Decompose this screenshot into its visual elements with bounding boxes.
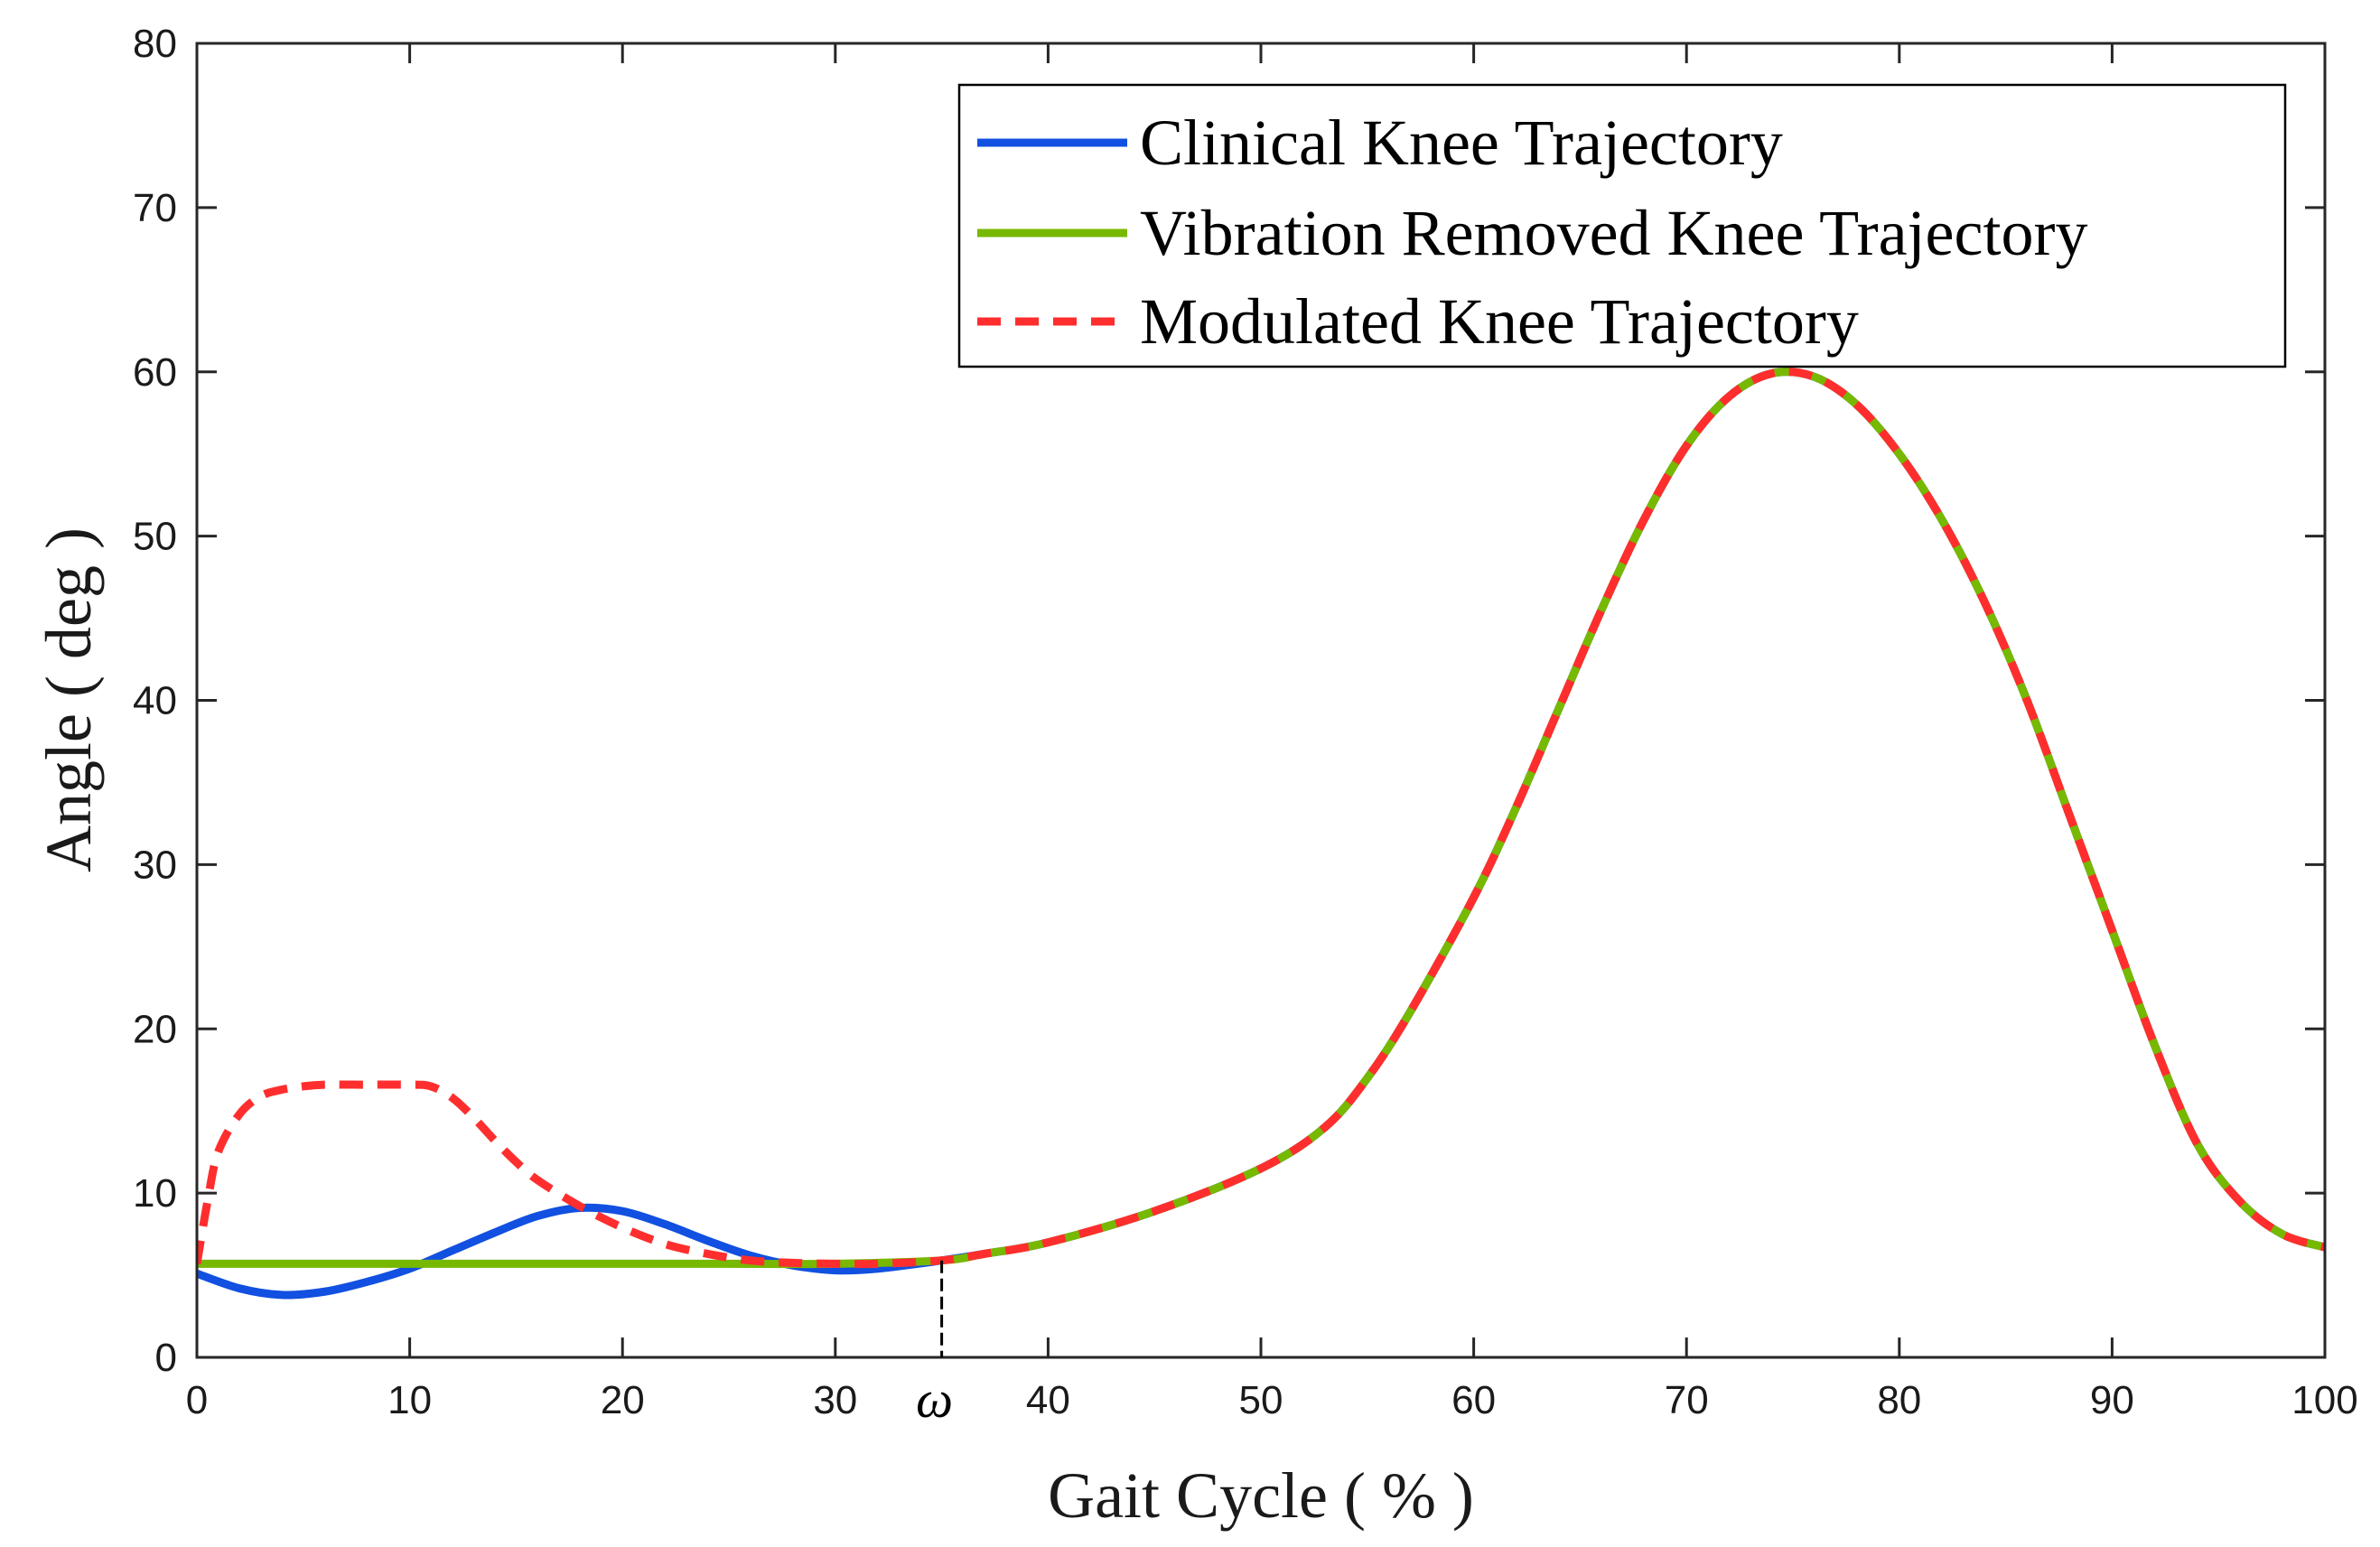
y-tick-label: 60 xyxy=(133,350,177,395)
y-tick-label: 0 xyxy=(155,1336,177,1380)
legend-label-3: Modulated Knee Trajectory xyxy=(1140,285,1859,358)
x-tick-label: 100 xyxy=(2291,1378,2357,1422)
y-ticks: 0 10 20 30 40 50 60 70 80 xyxy=(133,22,2325,1380)
y-tick-label: 70 xyxy=(133,186,177,230)
omega-annotation: ω xyxy=(916,1260,953,1429)
legend-label-1: Clinical Knee Trajectory xyxy=(1140,107,1783,179)
series-layer xyxy=(197,368,2325,1300)
legend: Clinical Knee Trajectory Vibration Remove… xyxy=(957,83,2287,368)
x-ticks: 0 10 20 30 40 50 60 70 80 90 100 xyxy=(186,43,2358,1422)
series-line-3 xyxy=(197,368,2325,1269)
y-tick-label: 30 xyxy=(133,843,177,887)
y-tick-label: 10 xyxy=(133,1171,177,1216)
y-tick-label: 50 xyxy=(133,515,177,559)
x-tick-label: 80 xyxy=(1877,1378,1921,1422)
omega-label: ω xyxy=(916,1370,953,1429)
x-tick-label: 70 xyxy=(1665,1378,1709,1422)
x-tick-label: 0 xyxy=(186,1378,208,1422)
x-tick-label: 60 xyxy=(1451,1378,1496,1422)
y-axis-title: Angle ( deg ) xyxy=(33,527,105,872)
x-tick-label: 40 xyxy=(1026,1378,1070,1422)
x-tick-label: 20 xyxy=(601,1378,645,1422)
legend-entries: Clinical Knee Trajectory Vibration Remove… xyxy=(977,107,2087,358)
x-axis-title: Gait Cycle ( % ) xyxy=(1048,1459,1474,1532)
y-tick-label: 20 xyxy=(133,1007,177,1051)
legend-label-2: Vibration Removed Knee Trajectory xyxy=(1140,197,2087,269)
x-tick-label: 30 xyxy=(813,1378,857,1422)
legend-box xyxy=(957,83,2287,368)
x-tick-label: 10 xyxy=(387,1378,432,1422)
x-tick-label: 90 xyxy=(2090,1378,2134,1422)
x-tick-label: 50 xyxy=(1239,1378,1283,1422)
y-tick-label: 40 xyxy=(133,679,177,723)
y-tick-label: 80 xyxy=(133,22,177,66)
